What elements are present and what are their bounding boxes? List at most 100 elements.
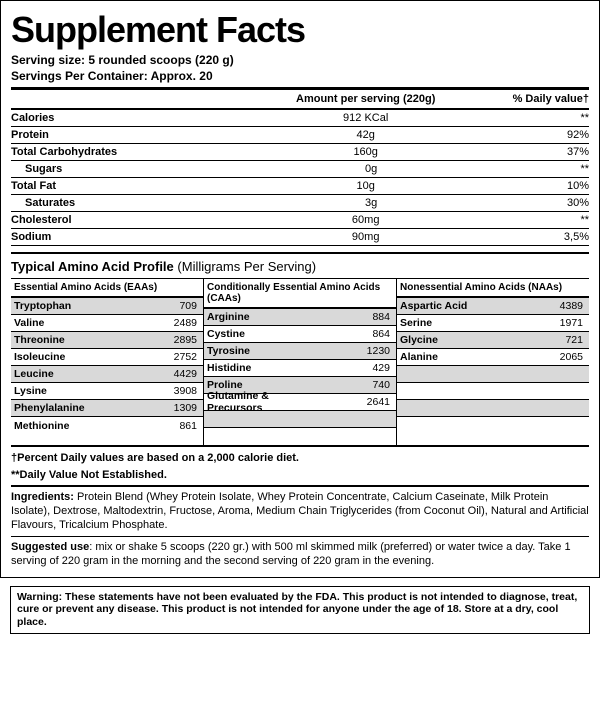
nutrient-row: Calories912 KCal** bbox=[11, 109, 589, 126]
serving-size: Serving size: 5 rounded scoops (220 g) bbox=[11, 53, 589, 67]
amino-acid-name: Phenylalanine bbox=[11, 402, 127, 414]
amino-acid-name: Serine bbox=[397, 317, 513, 329]
suggested-use: Suggested use: mix or shake 5 scoops (22… bbox=[11, 536, 589, 569]
nutrient-dv: 3,5% bbox=[458, 231, 589, 243]
amino-acid-name: Isoleucine bbox=[11, 351, 127, 363]
nutrient-row: Protein42g92% bbox=[11, 126, 589, 143]
amino-acid-name: Tyrosine bbox=[204, 345, 320, 357]
amino-acid-row: Lysine3908 bbox=[11, 383, 203, 400]
amino-acid-row: Serine1971 bbox=[397, 315, 589, 332]
amino-acid-value: 861 bbox=[127, 420, 203, 432]
amino-acid-value: 721 bbox=[513, 334, 589, 346]
amino-acid-row: Tyrosine1230 bbox=[204, 343, 396, 360]
amino-acid-col-header: Essential Amino Acids (EAAs) bbox=[11, 279, 203, 298]
nutrient-dv: 10% bbox=[458, 180, 589, 192]
nutrient-row: Sugars0g** bbox=[11, 160, 589, 177]
suggested-label: Suggested use bbox=[11, 541, 89, 553]
amino-acid-value: 1971 bbox=[513, 317, 589, 329]
amino-acid-value: 2752 bbox=[127, 351, 203, 363]
amino-acid-col-header: Nonessential Amino Acids (NAAs) bbox=[397, 279, 589, 298]
amino-acid-value: 740 bbox=[320, 379, 396, 391]
amino-acid-row: Tryptophan709 bbox=[11, 298, 203, 315]
amino-acid-name: Glutamine & Precursors bbox=[204, 390, 320, 414]
amino-acid-row: Alanine2065 bbox=[397, 349, 589, 366]
servings-per-container: Servings Per Container: Approx. 20 bbox=[11, 69, 589, 83]
amino-acid-name: Arginine bbox=[204, 311, 320, 323]
amino-acid-name: Methionine bbox=[11, 420, 127, 432]
nutrient-amount: 10g bbox=[274, 180, 458, 192]
amino-acid-value: 2489 bbox=[127, 317, 203, 329]
nutrient-list: Calories912 KCal**Protein42g92%Total Car… bbox=[11, 109, 589, 246]
amino-acid-value: 709 bbox=[127, 300, 203, 312]
panel-title: Supplement Facts bbox=[11, 9, 589, 51]
amino-acid-column: Essential Amino Acids (EAAs)Tryptophan70… bbox=[11, 279, 204, 445]
amino-acid-value: 2065 bbox=[513, 351, 589, 363]
nutrient-name: Protein bbox=[11, 129, 274, 141]
nutrient-row: Saturates3g30% bbox=[11, 194, 589, 211]
nutrient-name: Saturates bbox=[11, 197, 281, 209]
amino-acid-value: 2895 bbox=[127, 334, 203, 346]
nutrient-dv: 92% bbox=[458, 129, 589, 141]
amino-acid-name: Tryptophan bbox=[11, 300, 127, 312]
amino-acid-row: Isoleucine2752 bbox=[11, 349, 203, 366]
amino-acid-value: 2641 bbox=[320, 396, 396, 408]
serving-size-label: Serving size: bbox=[11, 53, 85, 67]
nutrient-name: Total Carbohydrates bbox=[11, 146, 274, 158]
nutrient-dv: 30% bbox=[461, 197, 589, 209]
amino-acid-value: 3908 bbox=[127, 385, 203, 397]
supplement-facts-panel: Supplement Facts Serving size: 5 rounded… bbox=[0, 0, 600, 578]
nutrient-amount: 160g bbox=[274, 146, 458, 158]
nutrient-dv: ** bbox=[458, 112, 589, 124]
ingredients-text: Protein Blend (Whey Protein Isolate, Whe… bbox=[11, 491, 589, 531]
amino-acid-row: Glycine721 bbox=[397, 332, 589, 349]
serving-size-value: 5 rounded scoops (220 g) bbox=[88, 53, 233, 67]
nutrient-name: Cholesterol bbox=[11, 214, 274, 226]
amino-acid-name: Histidine bbox=[204, 362, 320, 374]
col-amount: Amount per serving (220g) bbox=[274, 93, 458, 105]
amino-acid-row: Histidine429 bbox=[204, 360, 396, 377]
amino-acid-row: Methionine861 bbox=[11, 417, 203, 434]
amino-acid-col-header: Conditionally Essential Amino Acids (CAA… bbox=[204, 279, 396, 309]
nutrient-name: Total Fat bbox=[11, 180, 274, 192]
nutrient-row: Total Carbohydrates160g37% bbox=[11, 143, 589, 160]
nutrient-name: Calories bbox=[11, 112, 274, 124]
amino-acid-name: Valine bbox=[11, 317, 127, 329]
amino-acid-column: Nonessential Amino Acids (NAAs)Aspartic … bbox=[397, 279, 589, 445]
amino-acid-row: Valine2489 bbox=[11, 315, 203, 332]
amino-acid-row bbox=[397, 383, 589, 400]
servings-per-label: Servings Per Container: bbox=[11, 69, 148, 83]
warning-wrap: Warning: These statements have not been … bbox=[0, 586, 600, 642]
amino-acid-row bbox=[204, 428, 396, 445]
amino-acid-row: Aspartic Acid4389 bbox=[397, 298, 589, 315]
nutrient-name: Sugars bbox=[11, 163, 281, 175]
nutrient-dv: ** bbox=[461, 163, 589, 175]
ingredients-label: Ingredients: bbox=[11, 491, 74, 503]
nutrient-amount: 90mg bbox=[274, 231, 458, 243]
amino-acid-name: Leucine bbox=[11, 368, 127, 380]
amino-acid-value: 429 bbox=[320, 362, 396, 374]
nutrient-amount: 42g bbox=[274, 129, 458, 141]
warning-box: Warning: These statements have not been … bbox=[10, 586, 590, 634]
suggested-text: : mix or shake 5 scoops (220 gr.) with 5… bbox=[11, 541, 571, 567]
nutrient-row: Sodium90mg3,5% bbox=[11, 228, 589, 245]
nutrient-row: Cholesterol60mg** bbox=[11, 211, 589, 228]
col-dv: % Daily value† bbox=[458, 93, 589, 105]
ingredients: Ingredients: Protein Blend (Whey Protein… bbox=[11, 485, 589, 532]
amino-acid-value: 4389 bbox=[513, 300, 589, 312]
amino-acid-column: Conditionally Essential Amino Acids (CAA… bbox=[204, 279, 397, 445]
nutrient-amount: 912 KCal bbox=[274, 112, 458, 124]
amino-acid-row: Arginine884 bbox=[204, 309, 396, 326]
amino-acid-row bbox=[397, 366, 589, 383]
amino-acid-row: Leucine4429 bbox=[11, 366, 203, 383]
amino-acid-table: Essential Amino Acids (EAAs)Tryptophan70… bbox=[11, 278, 589, 447]
amino-acid-row: Threonine2895 bbox=[11, 332, 203, 349]
nutrient-row: Total Fat10g10% bbox=[11, 177, 589, 194]
amino-acid-row: Cystine864 bbox=[204, 326, 396, 343]
amino-acid-row: Phenylalanine1309 bbox=[11, 400, 203, 417]
amino-acid-value: 1230 bbox=[320, 345, 396, 357]
amino-acid-value: 4429 bbox=[127, 368, 203, 380]
nutrient-amount: 60mg bbox=[274, 214, 458, 226]
amino-acid-row: Glutamine & Precursors2641 bbox=[204, 394, 396, 411]
amino-acid-value: 864 bbox=[320, 328, 396, 340]
amino-acid-value: 884 bbox=[320, 311, 396, 323]
